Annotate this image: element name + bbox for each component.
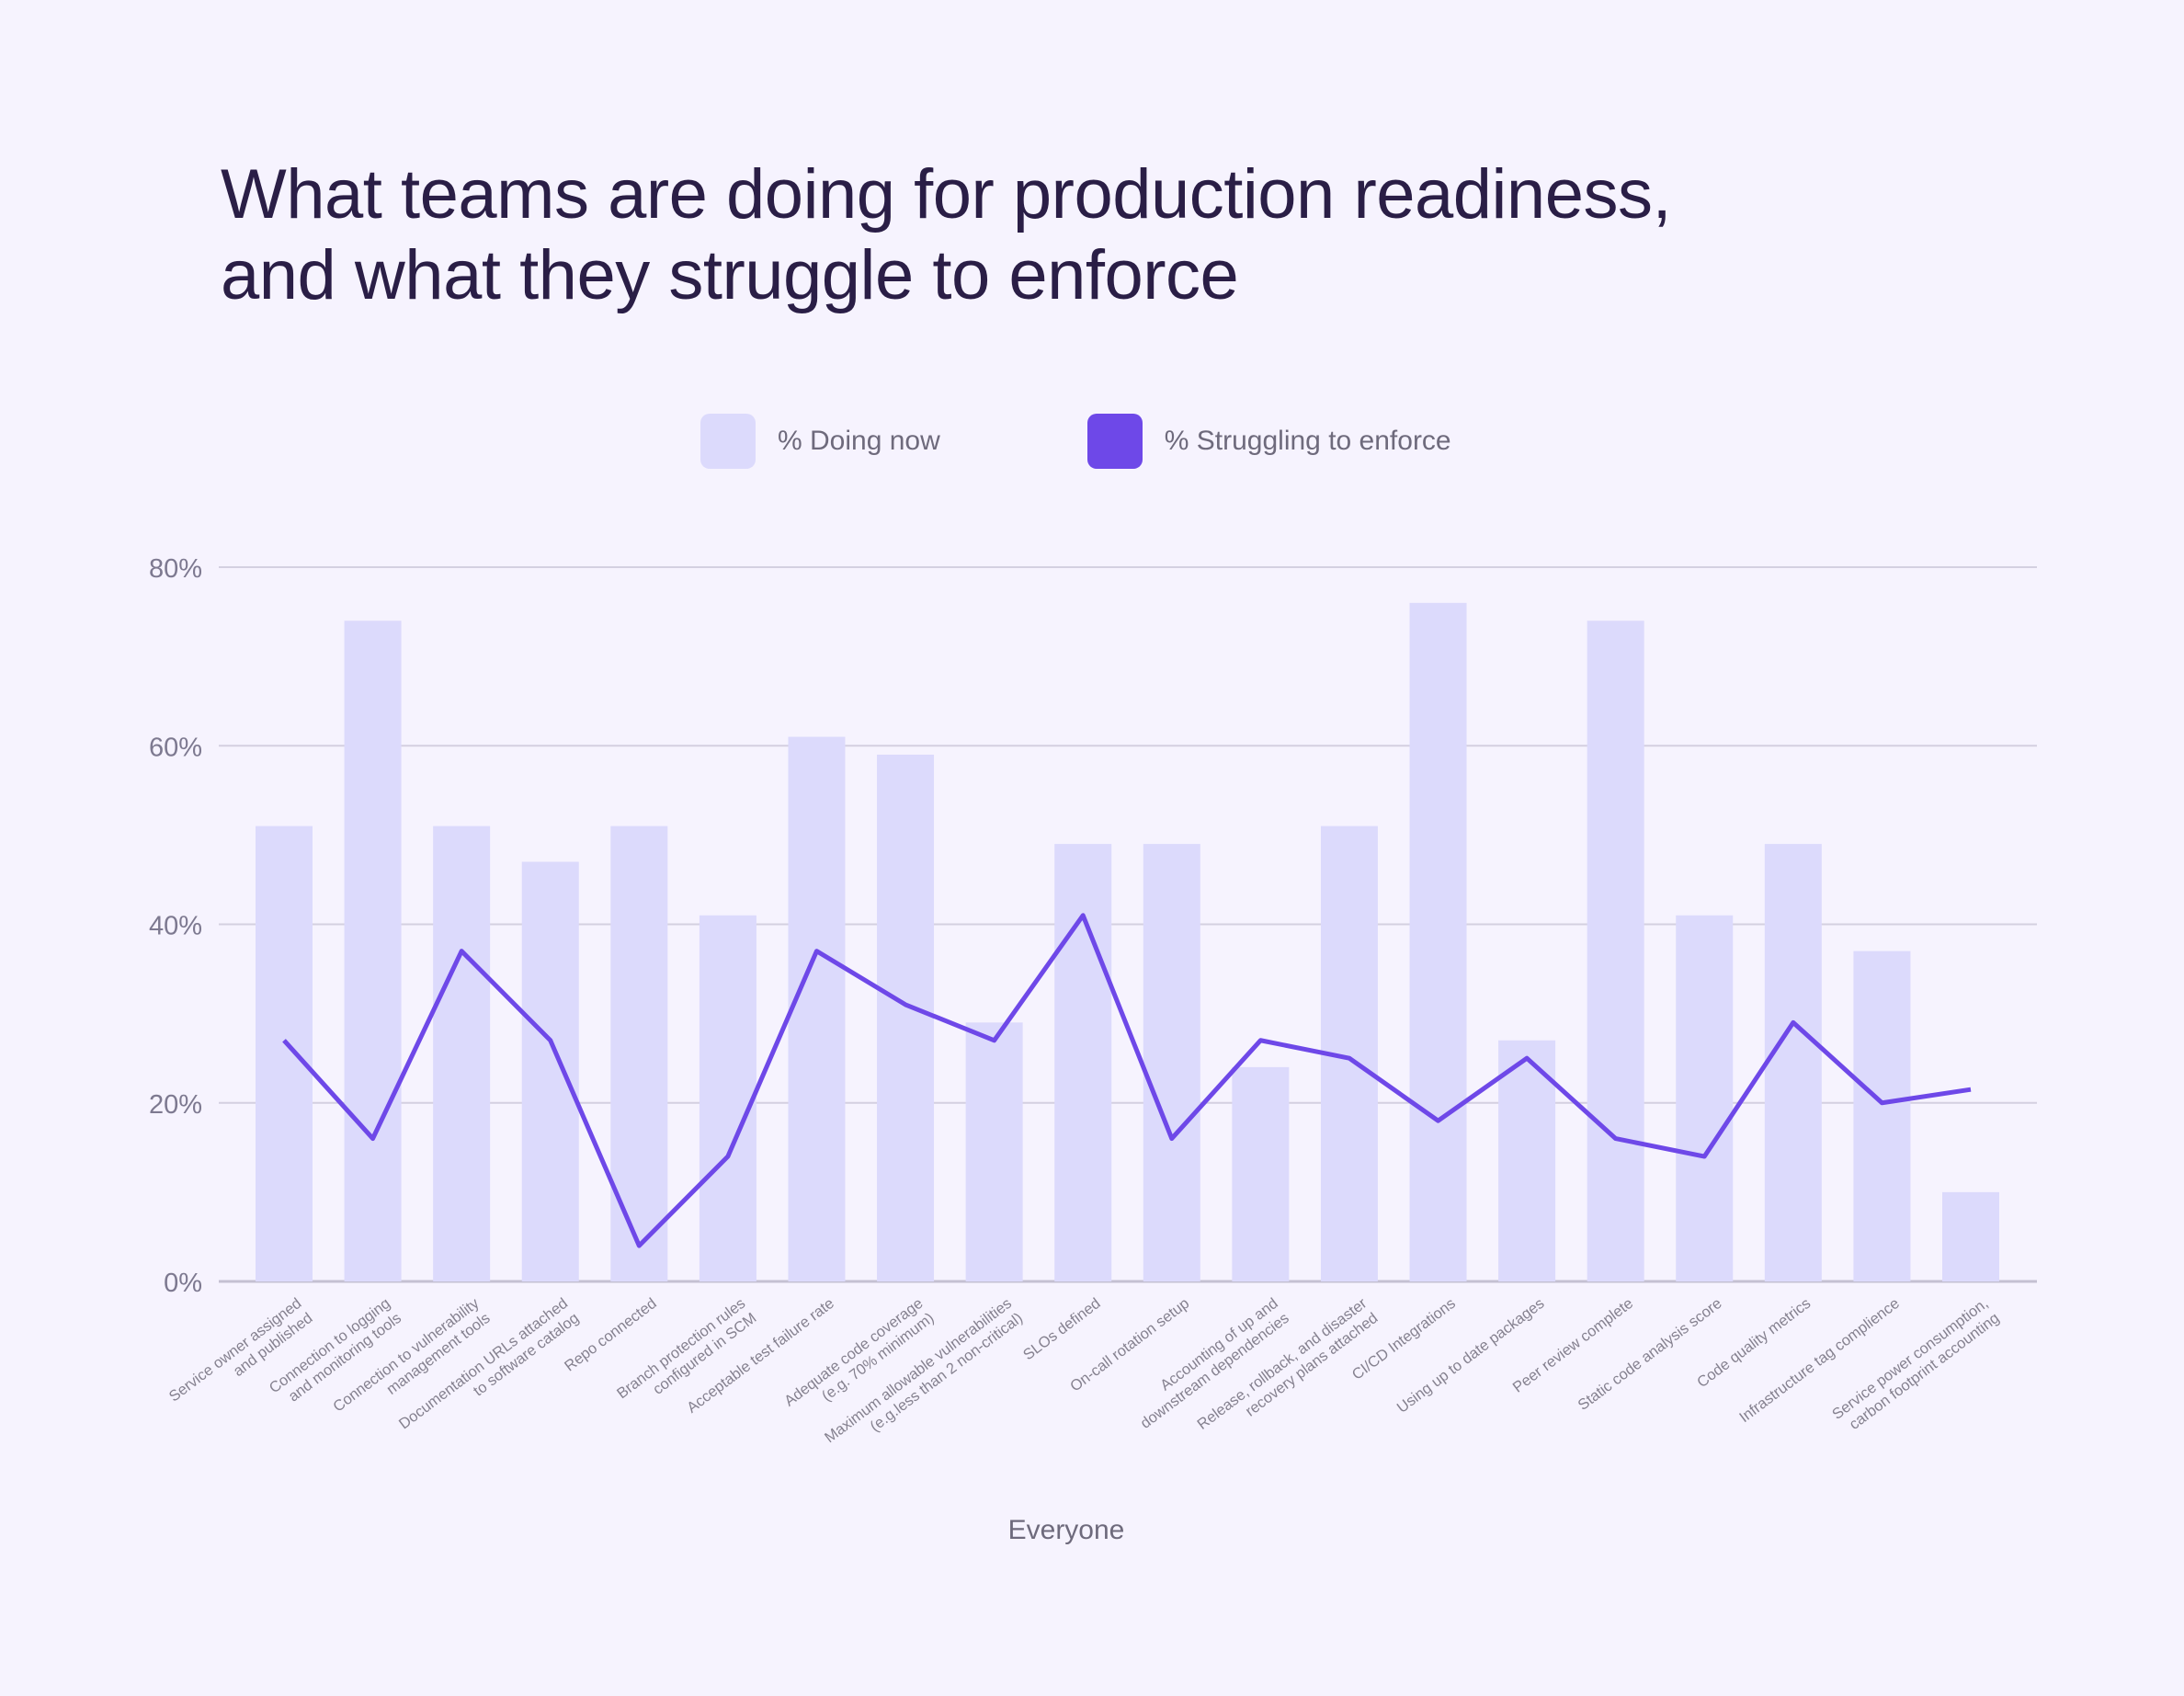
x-tick-label: Repo connected <box>562 1295 660 1375</box>
bar-doing-now <box>1853 950 1911 1281</box>
x-tick-label: Using up to date packages <box>1394 1295 1548 1417</box>
x-tick-label: Static code analysis score <box>1575 1295 1724 1414</box>
y-tick-label: 80% <box>149 554 202 584</box>
title-line-2: and what they struggle to enforce <box>221 236 1239 314</box>
bar-doing-now <box>610 825 668 1281</box>
y-tick-label: 0% <box>164 1269 202 1298</box>
bar-doing-now <box>433 825 491 1281</box>
line-struggling-to-enforce <box>282 913 1972 1248</box>
bar-doing-now <box>1054 844 1112 1281</box>
bar-doing-now <box>788 736 846 1281</box>
bar-doing-now <box>1587 620 1644 1281</box>
bar-doing-now <box>256 825 313 1281</box>
bar-doing-now <box>699 915 756 1281</box>
bar-doing-now <box>344 620 402 1281</box>
x-tick-label-line: SLOs defined <box>1020 1295 1104 1364</box>
legend-label: % Doing now <box>778 426 940 456</box>
bar-doing-now <box>1764 844 1822 1281</box>
legend: % Doing now % Struggling to enforce <box>700 414 1598 469</box>
legend-swatch-doing-now <box>700 414 756 469</box>
legend-item-doing-now: % Doing now <box>700 414 940 469</box>
chart-title: What teams are doing for production read… <box>221 154 1672 316</box>
x-tick-label: Service power consumption,carbon footpri… <box>1829 1295 2002 1438</box>
title-line-1: What teams are doing for production read… <box>221 155 1672 233</box>
bar-doing-now <box>1942 1191 1999 1281</box>
y-tick-label: 40% <box>149 912 202 941</box>
x-tick-label-line: Repo connected <box>562 1295 660 1375</box>
x-tick-label-line: Service power consumption, <box>1829 1295 1991 1423</box>
bar-doing-now <box>521 861 579 1281</box>
legend-label: % Struggling to enforce <box>1164 426 1451 456</box>
y-tick-label: 60% <box>149 733 202 762</box>
bar-doing-now <box>1232 1066 1290 1281</box>
bar-doing-now <box>1498 1040 1556 1281</box>
bar-doing-now <box>965 1022 1023 1281</box>
x-tick-label-line: Static code analysis score <box>1575 1295 1724 1414</box>
bar-doing-now <box>1143 844 1200 1281</box>
x-tick-label-line: Using up to date packages <box>1394 1295 1548 1417</box>
x-axis-label: Everyone <box>1007 1515 1125 1545</box>
bar-doing-now <box>1409 602 1467 1281</box>
bar-doing-now <box>877 754 935 1281</box>
legend-swatch-struggling <box>1086 414 1143 469</box>
legend-item-struggling: % Struggling to enforce <box>1086 414 1451 469</box>
y-tick-label: 20% <box>149 1090 202 1120</box>
x-tick-label: SLOs defined <box>1020 1295 1104 1364</box>
bar-doing-now <box>1676 915 1734 1281</box>
